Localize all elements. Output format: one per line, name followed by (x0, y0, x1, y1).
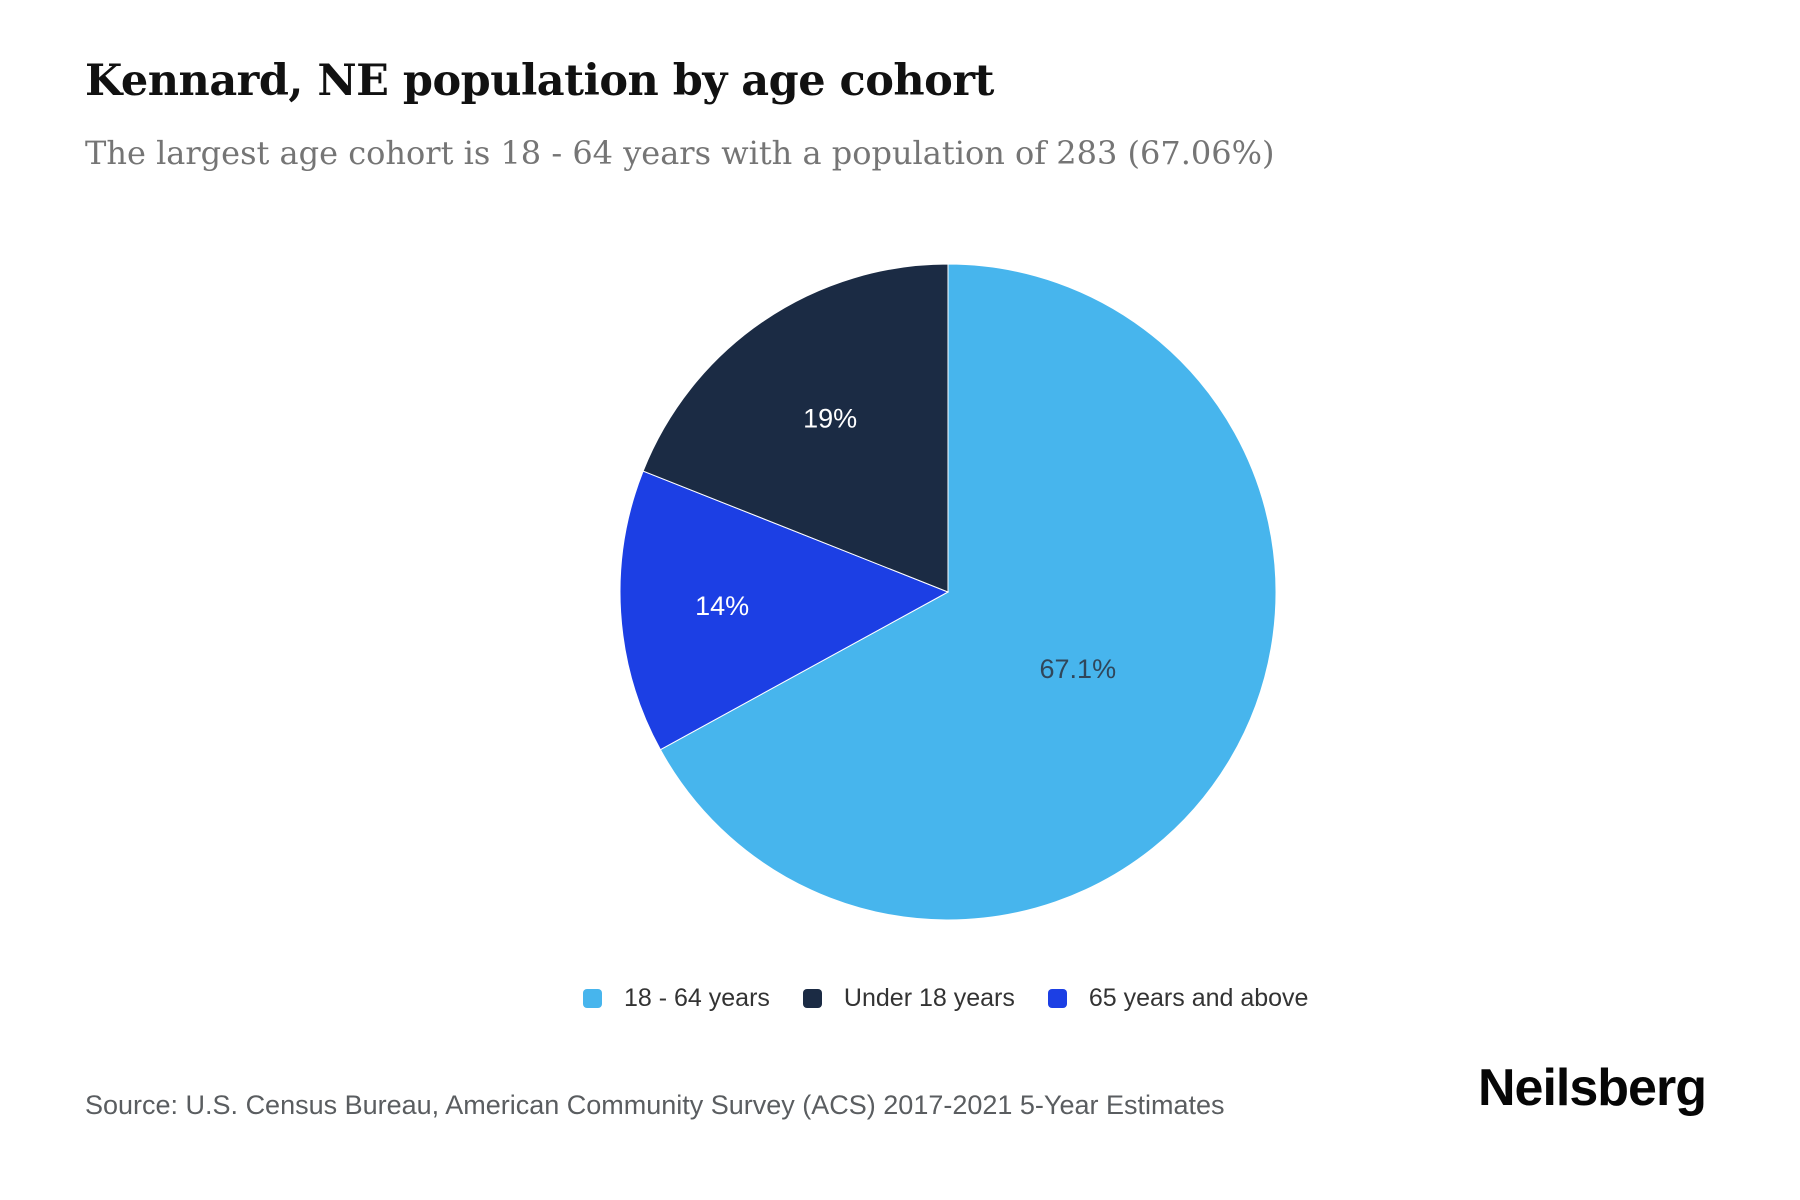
source-attribution: Source: U.S. Census Bureau, American Com… (85, 1090, 1225, 1120)
legend-swatch-18-64-years (583, 989, 602, 1008)
legend-item-under-18-years[interactable]: Under 18 years (802, 984, 1015, 1013)
legend-item-18-64-years[interactable]: 18 - 64 years (583, 984, 770, 1013)
legend-label: Under 18 years (843, 984, 1015, 1012)
legend-label: 65 years and above (1088, 984, 1309, 1012)
pie-data-label: 19% (803, 403, 857, 433)
legend-swatch-under-18-years (802, 989, 822, 1008)
pie-data-label: 67.1% (1040, 654, 1117, 684)
chart-title: Kennard, NE population by age cohort (85, 56, 994, 106)
legend: 18 - 64 years Under 18 years 65 years an… (583, 984, 1308, 1013)
pie-slice-18-64-years[interactable] (659, 263, 1277, 921)
brand-logo: Neilsberg (1478, 1059, 1707, 1117)
chart-subtitle: The largest age cohort is 18 - 64 years … (85, 134, 1275, 172)
pie-slice-under-18-years[interactable] (642, 263, 949, 593)
pie-data-label: 14% (695, 591, 749, 621)
legend-swatch-65-years-and-above (1047, 989, 1067, 1008)
legend-label: 18 - 64 years (624, 984, 770, 1012)
pie-slice-65-years-and-above[interactable] (619, 470, 950, 751)
legend-item-65-years-and-above[interactable]: 65 years and above (1047, 984, 1309, 1013)
